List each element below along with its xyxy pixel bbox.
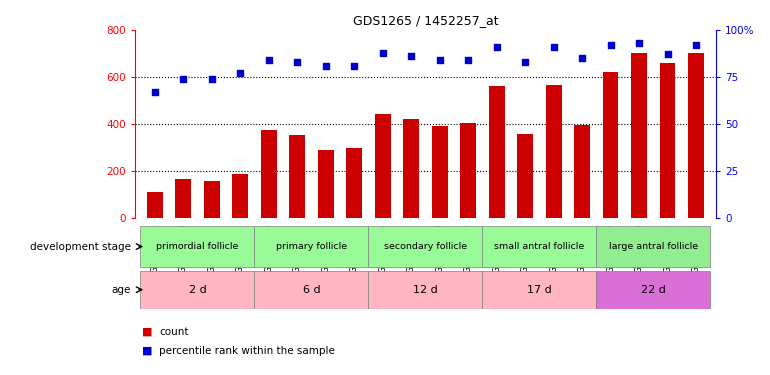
Text: ■: ■	[142, 346, 153, 355]
Bar	[489, 86, 504, 218]
Point	[206, 76, 218, 82]
Text: large antral follicle: large antral follicle	[609, 242, 698, 251]
Bar	[574, 125, 590, 217]
Text: 12 d: 12 d	[413, 285, 438, 295]
Bar	[546, 85, 561, 218]
Text: 17 d: 17 d	[527, 285, 552, 295]
Point	[320, 63, 332, 69]
Text: primordial follicle: primordial follicle	[156, 242, 239, 251]
Bar	[597, 271, 711, 309]
Bar	[460, 123, 476, 218]
Title: GDS1265 / 1452257_at: GDS1265 / 1452257_at	[353, 15, 498, 27]
Bar	[368, 226, 483, 267]
Bar	[597, 226, 711, 267]
Point	[547, 44, 560, 50]
Bar	[346, 148, 362, 217]
Point	[576, 55, 588, 61]
Point	[661, 51, 674, 57]
Point	[405, 53, 417, 59]
Point	[377, 50, 389, 55]
Text: 6 d: 6 d	[303, 285, 320, 295]
Bar	[254, 271, 368, 309]
Bar	[368, 271, 483, 309]
Text: 22 d: 22 d	[641, 285, 666, 295]
Bar	[318, 150, 333, 217]
Text: age: age	[112, 285, 131, 295]
Bar	[432, 126, 447, 218]
Bar	[631, 54, 647, 217]
Bar	[254, 226, 368, 267]
Point	[604, 42, 617, 48]
Bar	[176, 179, 191, 218]
Point	[234, 70, 246, 76]
Text: development stage: development stage	[30, 242, 131, 252]
Point	[519, 59, 531, 65]
Bar	[483, 226, 597, 267]
Bar	[517, 134, 533, 218]
Text: primary follicle: primary follicle	[276, 242, 347, 251]
Point	[434, 57, 446, 63]
Bar	[603, 72, 618, 217]
Bar	[140, 226, 254, 267]
Point	[263, 57, 275, 63]
Point	[291, 59, 303, 65]
Point	[490, 44, 503, 50]
Bar	[147, 192, 162, 217]
Point	[462, 57, 474, 63]
Text: 2 d: 2 d	[189, 285, 206, 295]
Text: count: count	[159, 327, 189, 337]
Point	[633, 40, 645, 46]
Bar	[290, 135, 305, 218]
Point	[690, 42, 702, 48]
Text: percentile rank within the sample: percentile rank within the sample	[159, 346, 335, 355]
Text: ■: ■	[142, 327, 153, 337]
Bar	[375, 114, 390, 218]
Text: secondary follicle: secondary follicle	[384, 242, 467, 251]
Bar	[140, 271, 254, 309]
Bar	[261, 130, 276, 218]
Point	[348, 63, 360, 69]
Bar	[660, 63, 675, 217]
Point	[149, 89, 161, 95]
Bar	[204, 181, 219, 218]
Bar	[403, 119, 419, 218]
Point	[177, 76, 189, 82]
Bar	[233, 174, 248, 217]
Bar	[688, 54, 704, 217]
Bar	[483, 271, 597, 309]
Text: small antral follicle: small antral follicle	[494, 242, 584, 251]
